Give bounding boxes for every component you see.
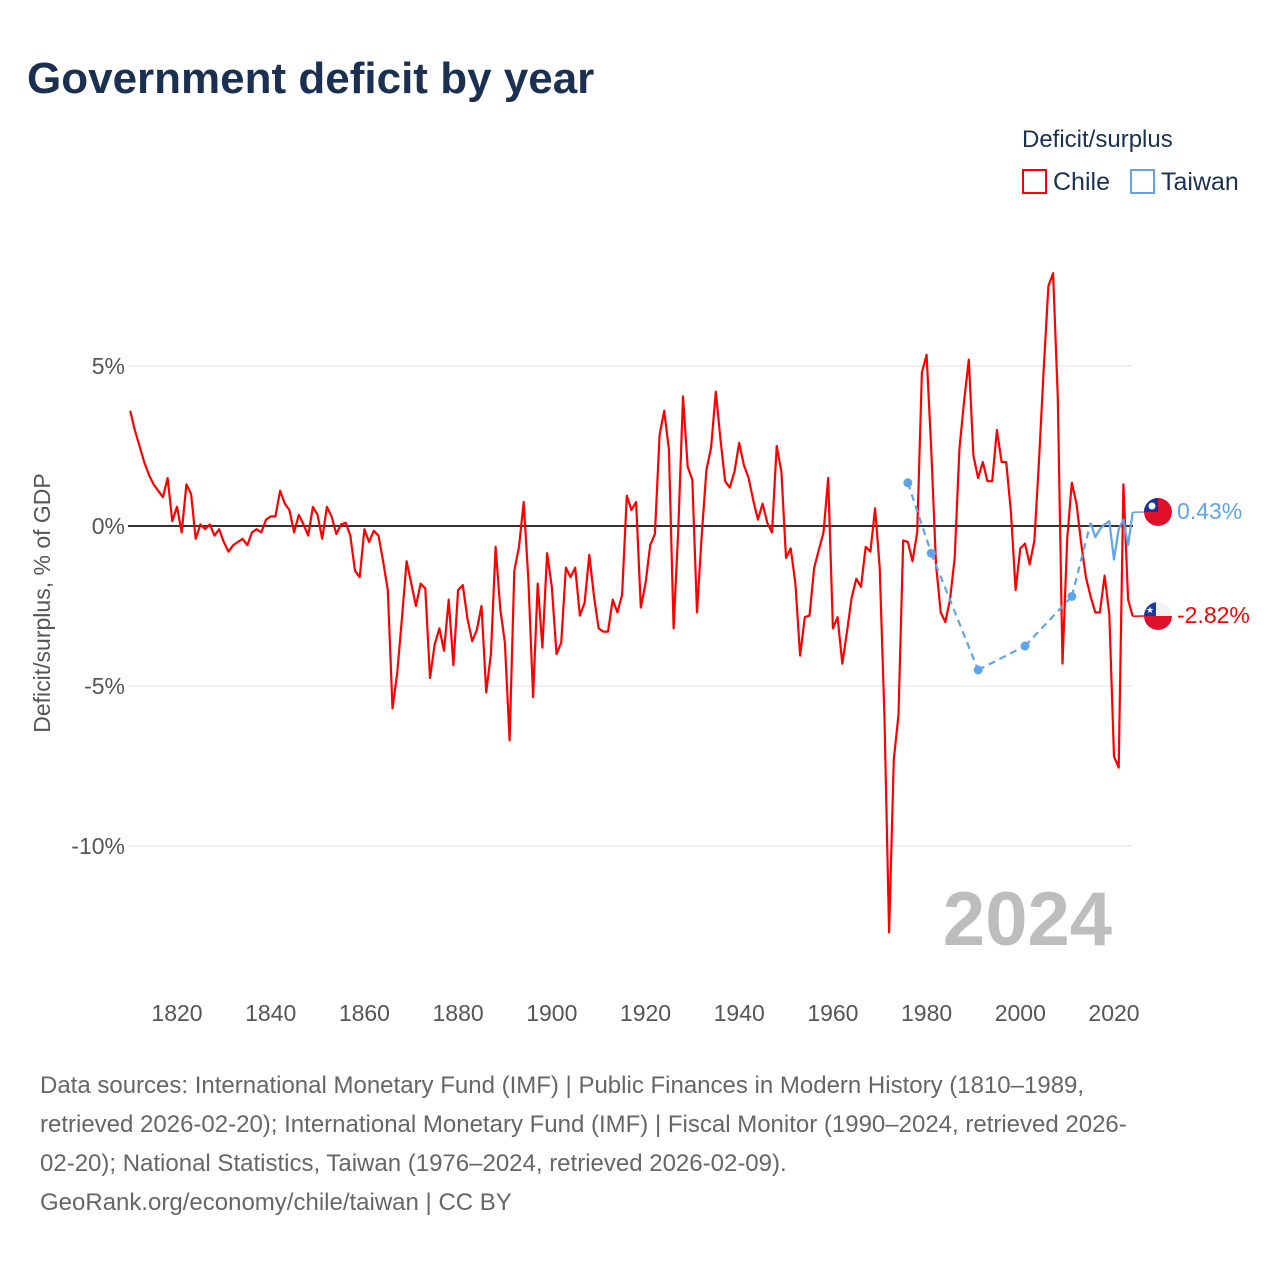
x-tick-label: 1840 bbox=[245, 1000, 296, 1026]
x-tick-label: 1920 bbox=[620, 1000, 671, 1026]
legend-swatch-chile bbox=[1022, 169, 1047, 194]
x-tick-label: 2020 bbox=[1088, 1000, 1139, 1026]
x-tick-label: 1960 bbox=[807, 1000, 858, 1026]
end-labels: 0.43% ★ -2.82% bbox=[1144, 498, 1250, 630]
chart-title: Government deficit by year bbox=[27, 54, 594, 103]
footer-line: 02-20); National Statistics, Taiwan (197… bbox=[40, 1150, 787, 1177]
taiwan-end-label: 0.43% bbox=[1177, 498, 1242, 524]
y-axis-label: Deficit/surplus, % of GDP bbox=[29, 473, 55, 732]
footer-line: retrieved 2026-02-20); International Mon… bbox=[40, 1111, 1127, 1138]
y-tick-label: -5% bbox=[84, 673, 125, 699]
svg-text:★: ★ bbox=[1146, 605, 1154, 615]
taiwan-flag-icon bbox=[1144, 498, 1172, 526]
legend-item-chile[interactable]: Chile bbox=[1022, 168, 1110, 196]
chile-end-label: -2.82% bbox=[1177, 602, 1250, 628]
x-tick-label: 1900 bbox=[526, 1000, 577, 1026]
legend-title: Deficit/surplus bbox=[1022, 126, 1173, 153]
current-year-watermark: 2024 bbox=[943, 877, 1112, 962]
x-tick-label: 2000 bbox=[995, 1000, 1046, 1026]
gridlines bbox=[128, 365, 1133, 847]
x-tick-label: 1980 bbox=[901, 1000, 952, 1026]
legend-swatch-taiwan bbox=[1130, 169, 1155, 194]
y-tick-label: -10% bbox=[71, 833, 125, 859]
series-taiwan bbox=[903, 478, 1145, 675]
x-tick-label: 1860 bbox=[339, 1000, 390, 1026]
footer: Data sources: International Monetary Fun… bbox=[40, 1072, 1127, 1216]
x-tick-label: 1940 bbox=[714, 1000, 765, 1026]
y-tick-label: 5% bbox=[92, 353, 125, 379]
legend-label-taiwan: Taiwan bbox=[1161, 168, 1239, 196]
x-tick-label: 1820 bbox=[151, 1000, 202, 1026]
gap-segment bbox=[1070, 522, 1092, 597]
x-tick-label: 1880 bbox=[433, 1000, 484, 1026]
gap-segment bbox=[930, 552, 980, 671]
gap-segment bbox=[906, 482, 933, 554]
series-lines bbox=[129, 272, 1145, 934]
legend-item-taiwan[interactable]: Taiwan bbox=[1130, 168, 1239, 196]
gap-segment bbox=[977, 645, 1026, 671]
x-axis-ticks: 1820 1840 1860 1880 1900 1920 1940 1960 1980 2000… bbox=[151, 1000, 1139, 1026]
y-tick-label: 0% bbox=[92, 513, 125, 539]
footer-link[interactable]: GeoRank.org/economy/chile/taiwan | CC BY bbox=[40, 1189, 512, 1216]
series-line bbox=[129, 272, 1134, 934]
series-line bbox=[1089, 512, 1134, 561]
y-axis-ticks: 5% 0% -5% -10% bbox=[71, 353, 125, 859]
series-chile bbox=[129, 272, 1145, 934]
legend: Deficit/surplus Chile Taiwan bbox=[1022, 126, 1239, 196]
legend-label-chile: Chile bbox=[1053, 168, 1110, 196]
footer-line: Data sources: International Monetary Fun… bbox=[40, 1072, 1084, 1099]
chile-flag-icon: ★ bbox=[1144, 602, 1172, 630]
